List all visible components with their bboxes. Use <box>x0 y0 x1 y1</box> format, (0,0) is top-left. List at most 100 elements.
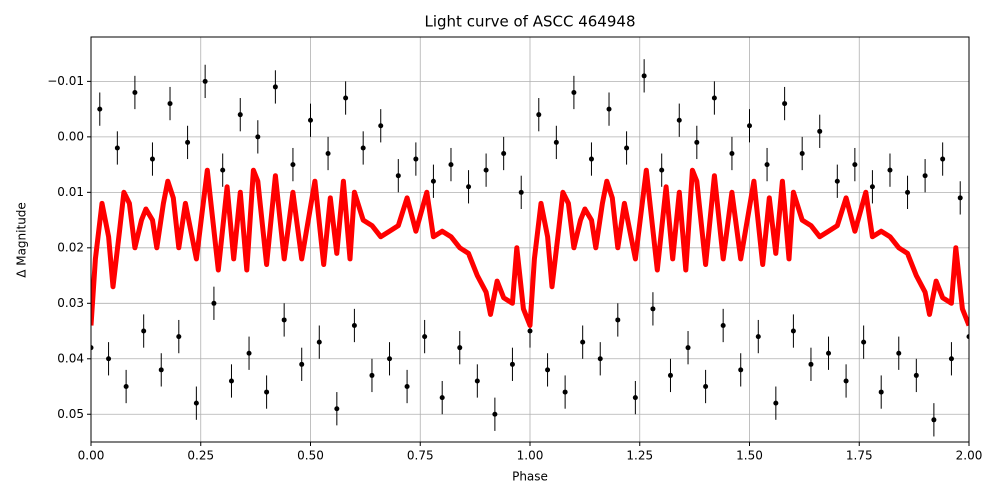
data-point <box>913 372 919 378</box>
y-tick-label: 0.03 <box>57 296 84 310</box>
data-point <box>957 195 963 201</box>
data-point <box>123 384 129 390</box>
data-point <box>404 384 410 390</box>
data-point <box>650 306 656 312</box>
data-point <box>790 328 796 334</box>
x-tick-label: 1.00 <box>517 449 544 463</box>
data-point <box>553 139 559 145</box>
y-axis-label: Δ Magnitude <box>15 202 29 278</box>
data-point <box>834 178 840 184</box>
data-point <box>325 151 331 157</box>
data-point <box>878 389 884 395</box>
data-point <box>676 117 682 123</box>
data-point <box>220 167 226 173</box>
x-tick-label: 1.25 <box>626 449 653 463</box>
data-point <box>597 356 603 362</box>
data-point <box>387 356 393 362</box>
data-point <box>711 95 717 101</box>
data-point <box>474 378 480 384</box>
x-tick-label: 1.75 <box>846 449 873 463</box>
data-point <box>843 378 849 384</box>
data-point <box>334 406 340 412</box>
x-tick-label: 0.75 <box>407 449 434 463</box>
data-point <box>176 334 182 340</box>
x-tick-label: 2.00 <box>956 449 983 463</box>
data-point <box>492 411 498 417</box>
data-point <box>255 134 261 140</box>
data-point <box>360 145 366 151</box>
data-point <box>948 356 954 362</box>
data-point <box>887 167 893 173</box>
data-point <box>729 151 735 157</box>
data-point <box>378 123 384 129</box>
data-point <box>703 384 709 390</box>
data-point <box>940 156 946 162</box>
data-point <box>430 178 436 184</box>
data-point <box>509 361 515 367</box>
data-point <box>720 322 726 328</box>
data-point <box>773 400 779 406</box>
y-tick-label: 0.05 <box>57 407 84 421</box>
data-point <box>817 128 823 134</box>
data-point <box>466 184 472 190</box>
x-tick-label: 0.25 <box>187 449 214 463</box>
data-point <box>185 139 191 145</box>
data-point <box>922 173 928 179</box>
data-point <box>158 367 164 373</box>
data-point <box>299 361 305 367</box>
y-tick-label: 0.04 <box>57 351 84 365</box>
data-point <box>852 162 858 168</box>
data-point <box>615 317 621 323</box>
data-point <box>316 339 322 345</box>
data-point <box>114 145 120 151</box>
data-point <box>826 350 832 356</box>
data-point <box>91 345 94 351</box>
data-point <box>281 317 287 323</box>
data-point <box>738 367 744 373</box>
data-point <box>211 300 217 306</box>
y-tick-label: 0.01 <box>57 185 84 199</box>
data-point <box>782 101 788 107</box>
data-point <box>308 117 313 123</box>
data-point <box>237 112 243 118</box>
plot-area <box>91 59 969 437</box>
x-axis-label: Phase <box>512 470 548 484</box>
data-point <box>290 162 296 168</box>
y-tick-label: −0.01 <box>47 74 84 88</box>
data-point <box>527 328 533 334</box>
data-point <box>228 378 234 384</box>
data-point <box>641 73 647 79</box>
data-point <box>167 101 173 107</box>
x-tick-label: 1.50 <box>736 449 763 463</box>
data-point <box>799 151 805 157</box>
y-tick-label: 0.02 <box>57 240 84 254</box>
data-point <box>132 89 138 95</box>
data-point <box>264 389 270 395</box>
data-point <box>896 350 902 356</box>
data-point <box>439 395 445 401</box>
data-point <box>141 328 147 334</box>
data-point <box>694 139 700 145</box>
chart-title: Light curve of ASCC 464948 <box>425 13 636 31</box>
data-point <box>861 339 867 345</box>
data-point <box>272 84 278 90</box>
data-point <box>483 167 489 173</box>
data-point <box>659 167 665 173</box>
x-tick-label: 0.00 <box>78 449 105 463</box>
data-point <box>343 95 349 101</box>
model-curve <box>91 167 969 328</box>
data-point <box>106 356 112 362</box>
data-point <box>764 162 770 168</box>
data-point <box>501 151 507 157</box>
data-point <box>747 123 752 129</box>
data-point <box>246 350 252 356</box>
y-tick-label: 0.00 <box>57 129 84 143</box>
data-point <box>966 334 969 340</box>
data-point <box>448 162 454 168</box>
x-tick-label: 0.50 <box>297 449 324 463</box>
data-point <box>931 417 937 423</box>
plot-frame <box>90 36 970 443</box>
data-point <box>667 372 673 378</box>
data-point <box>624 145 630 151</box>
